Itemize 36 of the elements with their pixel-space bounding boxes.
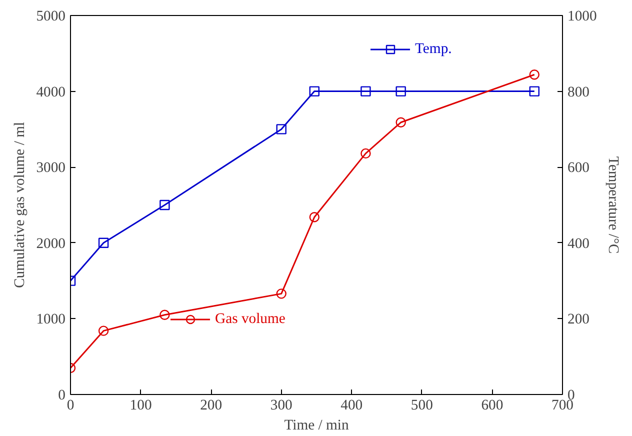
y2-axis-title: Temperature /°C [604,156,621,254]
y-axis-title: Cumulative gas volume / ml [12,122,28,288]
point [360,148,371,159]
y-tick-label: 4000 [36,84,66,100]
x-axis-title: Time / min [284,418,350,434]
y2-tick-label: 600 [568,160,590,176]
point [309,86,320,96]
point [160,310,170,320]
x-tick-label: 300 [270,398,292,414]
y-tick-label: 2000 [36,236,66,252]
y-tick-label: 1000 [36,312,66,328]
legend-label: Gas volume [215,310,286,328]
legend-label: Temp. [415,40,452,58]
y2-tick-label: 400 [568,236,590,252]
point [276,124,286,134]
y2-tick-label: 1000 [568,8,597,24]
point [98,238,109,248]
point [276,288,286,299]
point [529,86,540,96]
point [160,200,170,210]
y-tick-label: 5000 [36,8,66,24]
point [98,326,109,336]
point [396,86,406,96]
y2-tick-label: 800 [568,84,590,100]
x-tick-label: 500 [410,398,433,414]
point [396,117,406,128]
y-tick-label: 0 [58,388,66,404]
x-tick-label: 600 [481,398,504,414]
point [529,70,540,80]
y2-tick-label: 200 [568,312,590,328]
x-tick-label: 200 [200,398,222,414]
point [360,86,371,96]
x-tick-label: 400 [340,398,363,414]
y-tick-label: 3000 [36,160,66,176]
x-tick-label: 100 [130,398,152,414]
point [309,212,320,222]
